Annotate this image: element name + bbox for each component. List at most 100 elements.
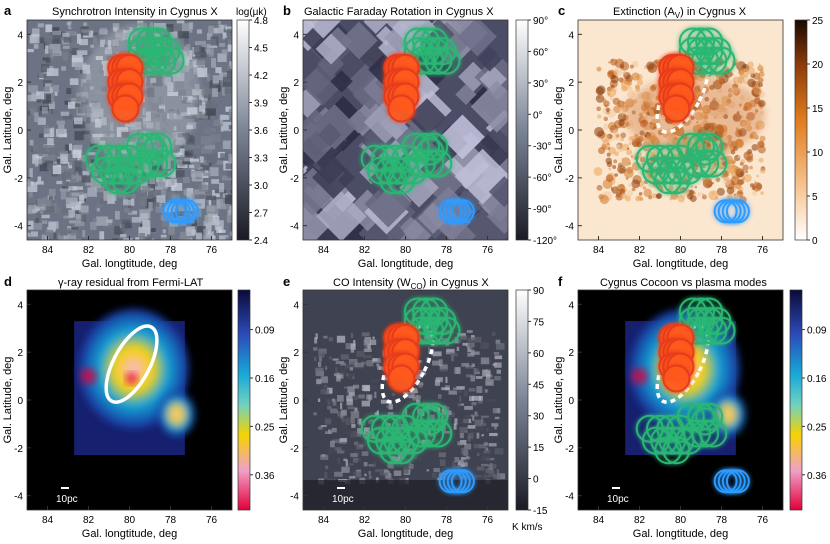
colorbar-label-a-5: 3.3 [254,154,268,165]
panel-title-c-tail: ) in Cygnus X [680,6,747,18]
ytick-label-d-4: -4 [14,492,23,503]
xtick-label-c-3: 78 [716,245,728,256]
marker-green-b-27 [379,166,408,195]
panel-a: 84 82 80 78 76 4 2 0 -2 -4 Gal. longtitude, deg Gal… [2,16,268,270]
marker-green-e-15 [401,402,430,431]
ytick-label-e-4: -4 [290,492,299,503]
colorbar-label-b-1: 60° [533,47,548,58]
marker-green-a-24 [140,149,169,178]
colorbar-label-a-3: 3.9 [254,99,268,110]
colorbar-label-e-2: 60 [533,349,545,360]
colorbar-label-e-3: 45 [533,380,545,391]
map-d [27,290,232,510]
marker-green-b-9 [424,46,453,75]
panel-letter-f: f [558,274,563,289]
colorbar-title-a: log(μk) [236,7,267,18]
xlabel-a: Gal. longtitude, deg [82,258,177,270]
map-f [578,290,783,510]
ylabel-c: Gal. Latitude, deg [553,87,565,174]
colorbar-label-e-5: 15 [533,443,545,454]
xtick-label-b-1: 82 [359,245,371,256]
colorbar-label-f-3: 0.36 [807,471,827,482]
colorbar-label-d-0: 0.09 [255,326,275,337]
colorbar-label-a-7: 2.7 [254,209,268,220]
colorbar-label-a-0: 4.8 [254,16,268,27]
xtick-label-d-3: 78 [165,515,177,526]
panel-title-b: Galactic Faraday Rotation in Cygnus X [304,6,494,18]
colorbar-f [789,289,803,511]
ylabel-b: Gal. Latitude, deg [278,87,290,174]
panel-b: 84 82 80 78 76 4 2 0 -2 -4 Gal. longtitude, deg Gal… [278,16,557,270]
colorbar-label-b-6: -90° [533,205,551,216]
map-b [303,20,508,240]
panel-title-e-tail: ) in Cygnus X [423,277,490,289]
marker-green-e-27 [379,436,408,465]
ytick-label-d-1: 2 [17,348,23,359]
scale-label-e: 10pc [332,494,354,505]
ytick-label-b-1: 2 [293,78,299,89]
marker-green-e-24 [416,419,445,448]
panel-title-e: CO Intensity (WCO) in Cygnus X [333,277,489,291]
xtick-label-e-4: 76 [482,515,494,526]
ytick-label-d-3: -2 [14,444,23,455]
region-ellipse-f [655,324,710,404]
marker-green-a-27 [103,166,132,195]
ytick-label-d-2: 0 [17,396,23,407]
marker-green-f-26 [691,407,720,436]
marker-green-b-15 [401,132,430,161]
marker-red-c-9 [662,94,691,123]
colorbar-c [794,19,808,241]
colorbar-label-e-4: 30 [533,412,545,423]
xlabel-e: Gal. longtitude, deg [358,528,453,540]
marker-red-e-9 [387,364,416,393]
marker-green-c-24 [691,149,720,178]
marker-green-b-26 [416,137,445,166]
ytick-label-c-2: 0 [568,126,574,137]
ytick-label-c-4: -4 [565,222,574,233]
colorbar-a [236,19,250,241]
marker-red-a-9 [111,94,140,123]
marker-green-f-9 [699,316,728,345]
ytick-label-b-3: -2 [290,174,299,185]
xtick-label-f-4: 76 [757,515,769,526]
marker-blue-e-3 [450,469,475,494]
xtick-label-d-4: 76 [206,515,218,526]
colorbar-e [515,289,529,511]
xlabel-b: Gal. longtitude, deg [358,258,453,270]
map-c [578,20,783,240]
xtick-label-c-2: 80 [675,245,687,256]
marker-green-c-9 [699,46,728,75]
marker-green-b-10 [432,46,461,75]
panel-letter-c: c [558,3,565,18]
ytick-label-b-2: 0 [293,126,299,137]
colorbar-label-a-8: 2.4 [254,236,268,247]
marker-blue-b-3 [450,199,475,224]
panel-title-f: Cygnus Cocoon vs plasma modes [600,277,767,289]
marker-green-b-28 [387,166,416,195]
xtick-label-c-1: 82 [634,245,646,256]
colorbar-label-c-5: 0 [812,236,818,247]
colorbar-label-f-2: 0.25 [807,422,827,433]
map-a [27,20,232,240]
ytick-label-d-0: 4 [17,300,23,311]
ytick-label-c-1: 2 [568,78,574,89]
marker-green-f-28 [662,436,691,465]
panel-title-e-main: CO Intensity (W [333,277,411,289]
ytick-label-e-0: 4 [293,300,299,311]
colorbar-label-c-2: 15 [812,104,824,115]
xtick-label-a-0: 84 [42,245,54,256]
ylabel-e: Gal. Latitude, deg [278,357,290,444]
colorbar-label-d-3: 0.36 [255,471,275,482]
panel-title-d: γ-ray residual from Fermi-LAT [58,277,204,289]
colorbar-b [515,19,529,241]
colorbar-label-c-4: 5 [812,192,818,203]
xtick-label-a-2: 80 [124,245,136,256]
xtick-label-d-2: 80 [124,515,136,526]
region-ellipse-e [380,324,435,404]
xtick-label-e-1: 82 [359,515,371,526]
marker-green-c-28 [662,166,691,195]
marker-green-f-24 [691,419,720,448]
